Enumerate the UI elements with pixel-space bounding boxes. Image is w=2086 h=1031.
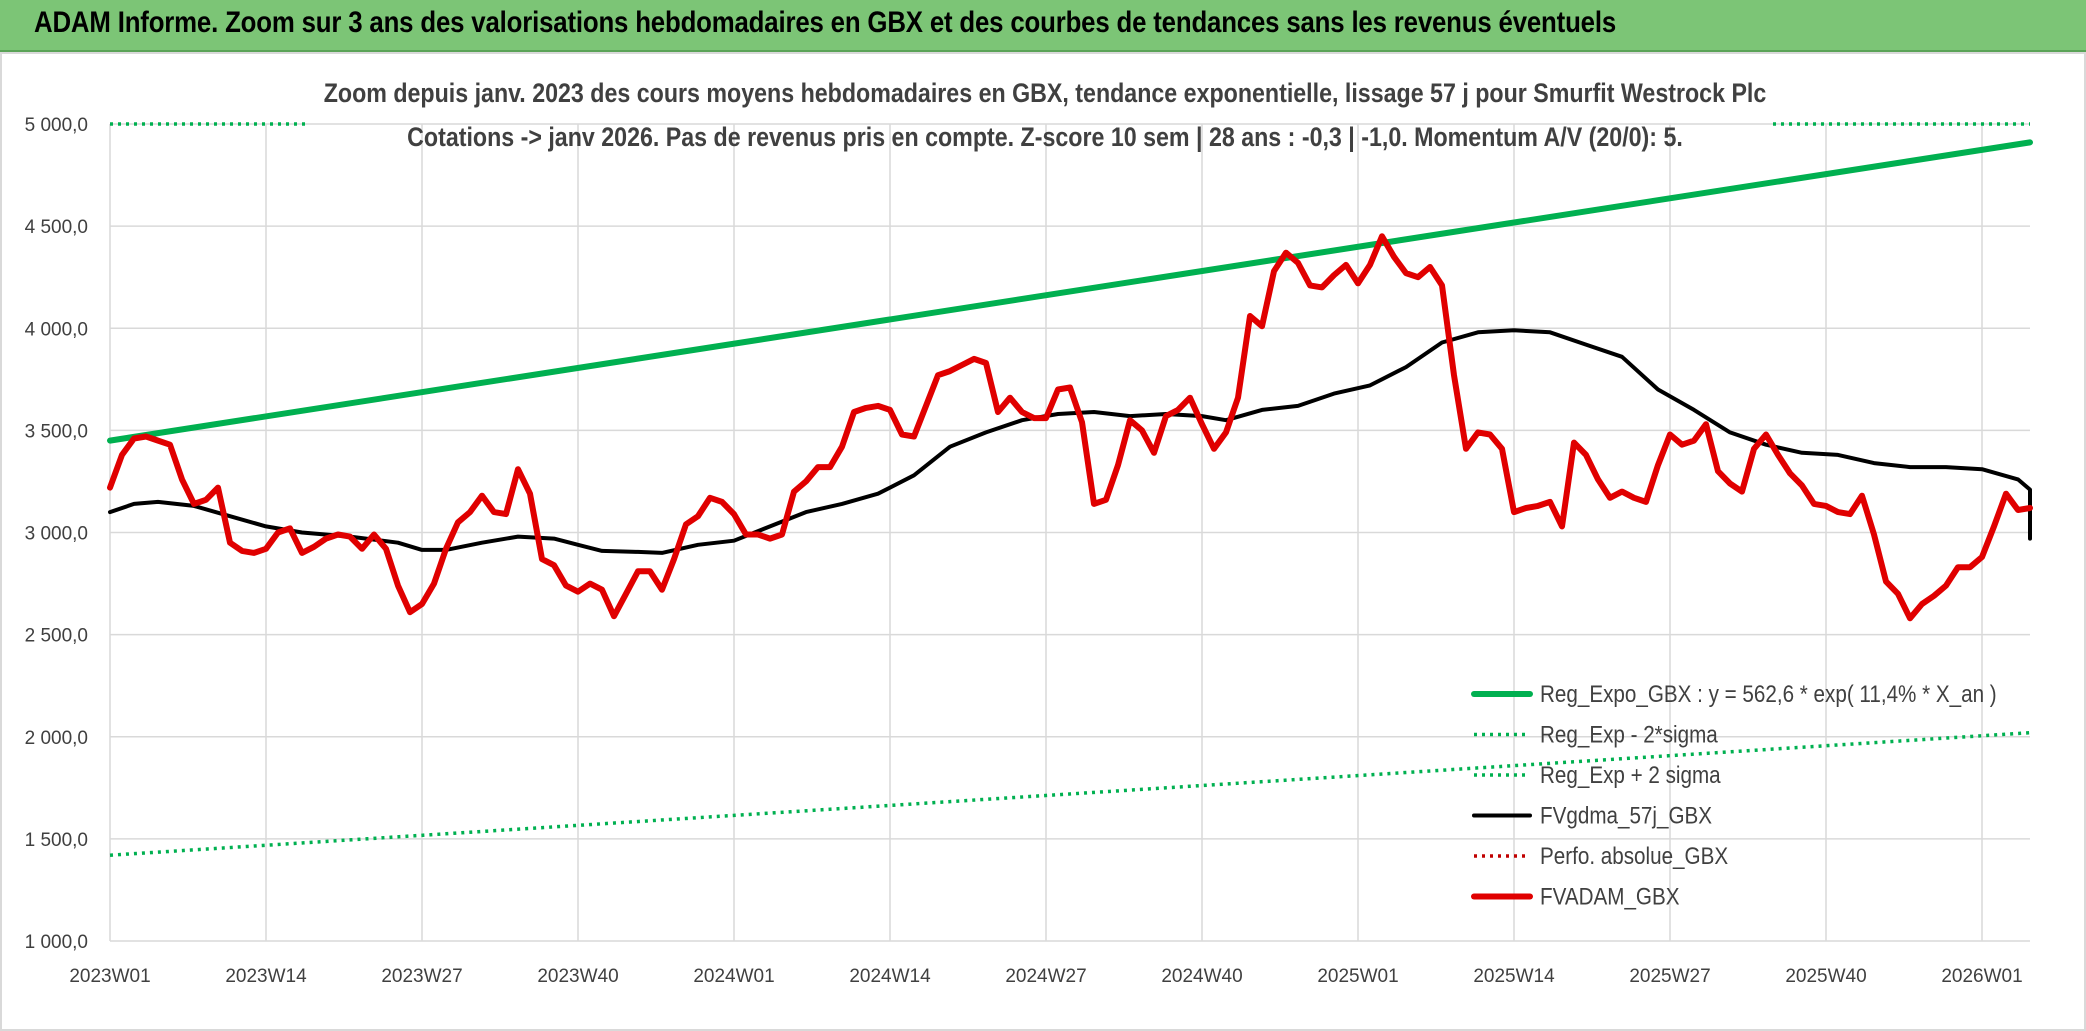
chart-subtitle: Zoom depuis janv. 2023 des cours moyens … bbox=[324, 78, 1767, 152]
legend: Reg_Expo_GBX : y = 562,6 * exp( 11,4% * … bbox=[1471, 681, 1997, 910]
legend-label: FVADAM_GBX bbox=[1540, 883, 1680, 910]
x-tick-label: 2024W27 bbox=[1005, 966, 1086, 987]
legend-label: Perfo. absolue_GBX bbox=[1540, 843, 1728, 870]
y-tick-label: 4 000,0 bbox=[25, 319, 88, 340]
series-lines bbox=[107, 122, 2033, 857]
x-tick-label: 2025W01 bbox=[1317, 966, 1398, 987]
x-tick-label: 2026W01 bbox=[1941, 966, 2022, 987]
subtitle-line-2: Cotations -> janv 2026. Pas de revenus p… bbox=[407, 122, 1683, 152]
x-tick-label: 2023W01 bbox=[69, 966, 150, 987]
y-tick-label: 3 000,0 bbox=[25, 524, 88, 545]
x-tick-label: 2024W01 bbox=[693, 966, 774, 987]
x-tick-label: 2025W40 bbox=[1785, 966, 1866, 987]
legend-label: FVgdma_57j_GBX bbox=[1540, 802, 1712, 829]
series-line-1 bbox=[109, 730, 2031, 857]
chart-frame bbox=[0, 52, 2086, 1031]
y-tick-label: 3 500,0 bbox=[25, 421, 88, 442]
x-tick-label: 2024W14 bbox=[849, 966, 931, 987]
legend-label: Reg_Exp + 2 sigma bbox=[1540, 762, 1721, 789]
series-line-5 bbox=[107, 233, 2033, 622]
x-axis: 2023W01 2023W14 2023W27 2023W40 2024W01 2024W… bbox=[69, 966, 2022, 987]
y-tick-label: 1 500,0 bbox=[25, 830, 88, 851]
y-tick-label: 1 000,0 bbox=[25, 932, 88, 953]
y-tick-label: 2 000,0 bbox=[25, 728, 88, 749]
y-axis: 1 000,0 1 500,0 2 000,0 2 500,0 3 000,0 3 500… bbox=[25, 115, 88, 953]
gridlines bbox=[109, 123, 2030, 942]
x-tick-label: 2024W40 bbox=[1161, 966, 1242, 987]
y-tick-label: 2 500,0 bbox=[25, 626, 88, 647]
x-tick-label: 2025W27 bbox=[1629, 966, 1710, 987]
y-tick-label: 5 000,0 bbox=[25, 115, 88, 136]
report-header: ADAM Informe. Zoom sur 3 ans des valoris… bbox=[0, 0, 2086, 52]
series-line-3 bbox=[108, 328, 2032, 555]
series-line-0 bbox=[107, 139, 2033, 444]
legend-label: Reg_Expo_GBX : y = 562,6 * exp( 11,4% * … bbox=[1540, 681, 1997, 708]
x-tick-label: 2023W27 bbox=[381, 966, 462, 987]
x-tick-label: 2023W40 bbox=[537, 966, 618, 987]
legend-label: Reg_Exp - 2*sigma bbox=[1540, 721, 1718, 748]
report-title: ADAM Informe. Zoom sur 3 ans des valoris… bbox=[34, 6, 1617, 39]
x-tick-label: 2025W14 bbox=[1473, 966, 1555, 987]
x-tick-label: 2023W14 bbox=[225, 966, 307, 987]
subtitle-line-1: Zoom depuis janv. 2023 des cours moyens … bbox=[324, 78, 1767, 108]
y-tick-label: 4 500,0 bbox=[25, 217, 88, 238]
